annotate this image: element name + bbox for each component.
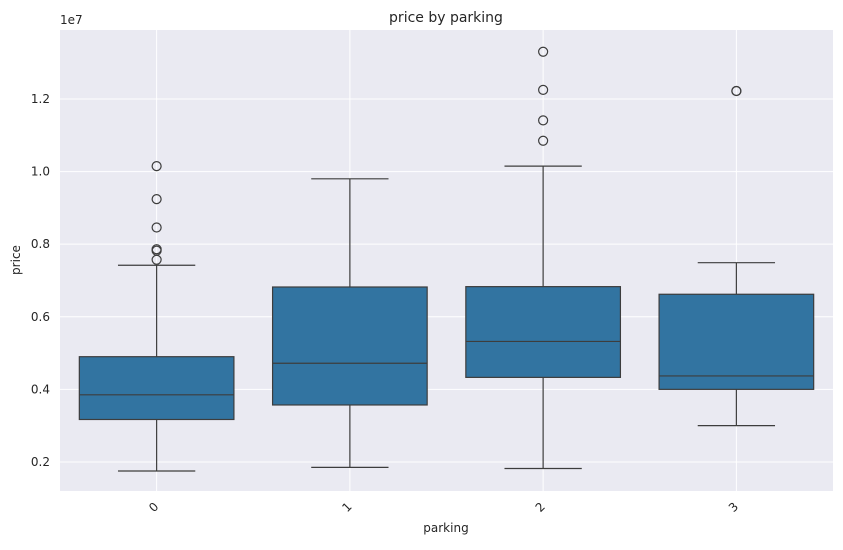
x-tick-labels: 0 1 2 3 — [146, 500, 741, 515]
box-iqr — [78, 356, 235, 421]
box-iqr — [271, 286, 428, 406]
y-tick-label: 0.2 — [31, 455, 50, 469]
y-tick-label: 0.8 — [31, 237, 50, 251]
y-axis-label: price — [9, 245, 23, 275]
box-group-0 — [78, 161, 235, 472]
box-iqr — [465, 286, 622, 378]
box-group-2 — [465, 46, 622, 470]
outlier-point — [538, 84, 549, 95]
x-tick-label: 2 — [533, 500, 548, 515]
x-tick-label: 3 — [726, 500, 741, 515]
y-axis-scale-label: 1e7 — [60, 13, 83, 27]
x-tick-label: 1 — [339, 500, 354, 515]
y-tick-label: 1.0 — [31, 165, 50, 179]
outlier-point — [538, 46, 549, 57]
y-tick-labels: 0.2 0.4 0.6 0.8 1.0 1.2 — [31, 92, 50, 469]
box-series — [78, 46, 815, 472]
box-iqr — [658, 293, 815, 390]
x-tick-label: 0 — [146, 500, 161, 515]
outlier-point — [538, 115, 549, 126]
outlier-point — [151, 161, 162, 172]
outlier-point — [151, 194, 162, 205]
outlier-point — [731, 85, 742, 97]
box-group-1 — [271, 178, 428, 469]
box-group-3 — [658, 85, 815, 427]
y-tick-label: 0.6 — [31, 310, 50, 324]
outlier-point — [151, 244, 162, 255]
outlier-point — [151, 222, 162, 233]
outlier-point — [538, 135, 549, 146]
y-tick-label: 1.2 — [31, 92, 50, 106]
y-tick-label: 0.4 — [31, 382, 50, 396]
chart-title: price by parking — [389, 10, 503, 26]
x-axis-label: parking — [423, 521, 468, 535]
